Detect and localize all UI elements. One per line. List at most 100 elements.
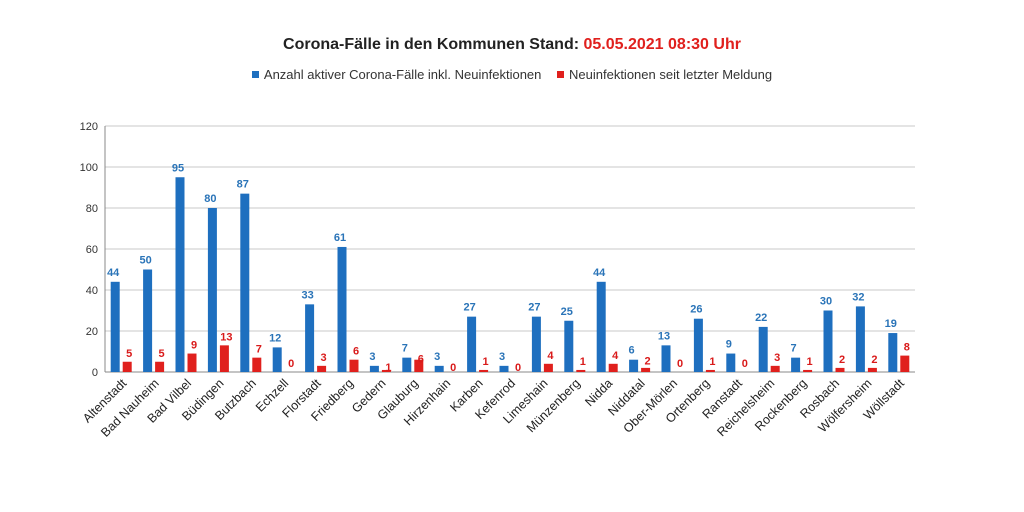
y-tick-label: 80 — [86, 203, 98, 215]
data-label-new: 1 — [580, 356, 586, 368]
data-label-new: 5 — [159, 348, 165, 360]
data-label-new: 6 — [353, 346, 359, 358]
bar-active — [531, 316, 541, 372]
bar-new — [705, 369, 715, 372]
data-label-active: 3 — [434, 351, 440, 363]
bar-new — [576, 369, 586, 372]
data-label-new: 1 — [807, 356, 813, 368]
data-label-new: 2 — [839, 354, 845, 366]
data-label-active: 95 — [172, 162, 184, 174]
bar-active — [726, 353, 736, 372]
bar-new — [867, 367, 877, 372]
legend-item-active: Anzahl aktiver Corona-Fälle inkl. Neuinf… — [251, 67, 542, 82]
data-label-active: 27 — [463, 302, 475, 314]
data-label-new: 0 — [450, 362, 456, 374]
data-label-active: 30 — [820, 296, 832, 308]
bar-new — [803, 369, 813, 372]
y-tick-label: 60 — [86, 244, 98, 256]
y-tick-label: 20 — [86, 326, 98, 338]
data-label-new: 3 — [321, 352, 327, 364]
data-label-new: 0 — [677, 358, 683, 370]
bar-new — [122, 361, 132, 372]
bar-new — [155, 361, 165, 372]
bar-active — [369, 365, 379, 372]
bar-active — [402, 357, 412, 372]
data-label-new: 8 — [904, 342, 910, 354]
bar-new — [641, 367, 651, 372]
data-label-active: 26 — [690, 304, 702, 316]
data-label-active: 3 — [369, 351, 375, 363]
bar-new — [479, 369, 489, 372]
legend: Anzahl aktiver Corona-Fälle inkl. Neuinf… — [0, 66, 1024, 82]
data-label-new: 9 — [191, 340, 197, 352]
data-label-active: 87 — [237, 179, 249, 191]
bar-new — [608, 363, 618, 372]
bar-active — [434, 365, 444, 372]
data-label-active: 7 — [791, 343, 797, 355]
bar-active — [305, 304, 315, 372]
bar-active — [888, 333, 898, 372]
data-label-new: 0 — [288, 358, 294, 370]
data-label-new: 5 — [126, 348, 132, 360]
legend-label-new: Neuinfektionen seit letzter Meldung — [569, 67, 773, 82]
data-label-active: 80 — [204, 193, 216, 205]
bar-active — [855, 306, 865, 372]
data-label-new: 2 — [871, 354, 877, 366]
bar-active — [758, 326, 768, 372]
bar-new — [900, 355, 910, 372]
bar-active — [564, 320, 574, 372]
bar-new — [317, 365, 327, 372]
bar-new — [381, 369, 391, 372]
data-label-active: 13 — [658, 330, 670, 342]
bar-new — [187, 353, 197, 372]
data-label-active: 22 — [755, 312, 767, 324]
bar-active — [791, 357, 801, 372]
data-label-new: 0 — [742, 358, 748, 370]
bar-new — [770, 365, 780, 372]
bar-active — [596, 281, 606, 372]
bar-active — [629, 359, 639, 372]
data-label-new: 2 — [645, 356, 651, 368]
bar-active — [240, 193, 250, 372]
data-label-active: 44 — [593, 267, 606, 279]
legend-label-active: Anzahl aktiver Corona-Fälle inkl. Neuinf… — [263, 67, 542, 82]
bar-active — [272, 347, 282, 372]
bar-new — [349, 359, 359, 372]
legend-swatch-active — [251, 71, 259, 78]
data-label-active: 3 — [499, 351, 505, 363]
data-label-new: 1 — [483, 356, 489, 368]
y-tick-label: 40 — [86, 285, 98, 297]
legend-swatch-new — [557, 71, 565, 78]
bar-active — [337, 246, 347, 372]
data-label-active: 32 — [852, 291, 864, 303]
bar-new — [543, 363, 553, 372]
data-label-active: 44 — [107, 267, 120, 279]
data-label-active: 7 — [402, 343, 408, 355]
y-tick-label: 0 — [92, 367, 98, 379]
data-label-active: 50 — [139, 255, 151, 267]
bar-active — [467, 316, 477, 372]
data-label-active: 19 — [885, 318, 897, 330]
data-label-active: 6 — [629, 345, 635, 357]
bar-new — [414, 359, 424, 372]
bar-active — [823, 310, 833, 372]
data-label-new: 7 — [256, 344, 262, 356]
chart-title-text: Corona-Fälle in den Kommunen Stand: — [283, 36, 584, 53]
bar-active — [143, 269, 153, 372]
data-label-new: 13 — [220, 331, 232, 343]
bar-active — [110, 281, 120, 372]
data-label-new: 4 — [612, 350, 619, 362]
bar-active — [175, 177, 185, 372]
chart-title-date: 05.05.2021 08:30 Uhr — [583, 36, 741, 53]
bar-active — [693, 318, 703, 372]
bar-new — [252, 357, 262, 372]
data-label-new: 4 — [547, 350, 554, 362]
bar-active — [661, 345, 671, 372]
data-label-new: 3 — [774, 352, 780, 364]
bar-new — [835, 367, 845, 372]
data-label-new: 1 — [385, 362, 391, 374]
data-label-new: 0 — [515, 362, 521, 374]
data-label-active: 12 — [269, 332, 281, 344]
